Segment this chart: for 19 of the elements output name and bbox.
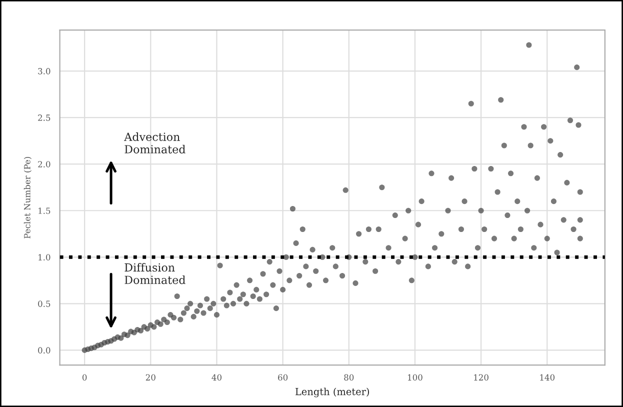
x-tick-label: 140: [540, 374, 555, 381]
y-tick-label: 2.0: [38, 161, 50, 168]
y-tick-label: 0.5: [38, 300, 50, 307]
x-tick-label: 100: [408, 374, 422, 381]
x-tick-label: 20: [146, 374, 156, 381]
annotation: Diffusion Dominated: [124, 263, 186, 284]
annotation: Advection Dominated: [124, 132, 186, 154]
y-tick-label: 0.0: [38, 347, 50, 354]
y-tick-label: 2.5: [38, 114, 50, 121]
x-tick-label: 40: [212, 374, 222, 381]
x-tick-label: 80: [344, 374, 354, 381]
x-tick-label: 0: [82, 374, 87, 381]
y-axis-title: Peclet Number (Pe): [24, 156, 32, 238]
x-axis-title: Length (meter): [295, 388, 370, 398]
y-tick-label: 1.0: [38, 254, 50, 260]
y-tick-label: 3.0: [38, 68, 50, 74]
x-tick-label: 120: [474, 374, 488, 381]
y-tick-label: 1.5: [38, 208, 50, 214]
x-tick-label: 60: [278, 374, 288, 381]
